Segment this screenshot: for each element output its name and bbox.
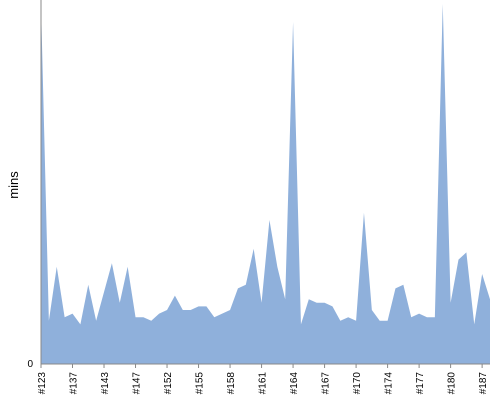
x-tick-label: #147	[132, 372, 143, 395]
x-tick-label: #137	[69, 372, 80, 395]
x-tick-label: #187	[478, 372, 489, 395]
x-tick-label: #170	[352, 372, 363, 395]
x-tick-label: #123	[37, 372, 48, 395]
x-tick-label: #158	[226, 372, 237, 395]
x-tick-label: #177	[415, 372, 426, 395]
x-tick-label: #155	[195, 372, 206, 395]
x-tick-label: #164	[289, 372, 300, 395]
y-tick-label: 0	[27, 359, 33, 370]
x-tick-label: #143	[100, 372, 111, 395]
x-axis: #123 #137 #143 #147 #152 #155 #158 #161 #164 #167…	[37, 364, 489, 395]
x-tick-label: #167	[321, 372, 332, 395]
x-tick-label: #161	[258, 372, 269, 395]
y-axis: 0	[27, 359, 33, 370]
plot-area	[40, 0, 490, 365]
area-series	[41, 4, 490, 364]
x-tick-label: #174	[384, 372, 395, 395]
y-axis-label: mins	[6, 171, 21, 199]
x-tick-label: #152	[163, 372, 174, 395]
x-tick-label: #180	[447, 372, 458, 395]
